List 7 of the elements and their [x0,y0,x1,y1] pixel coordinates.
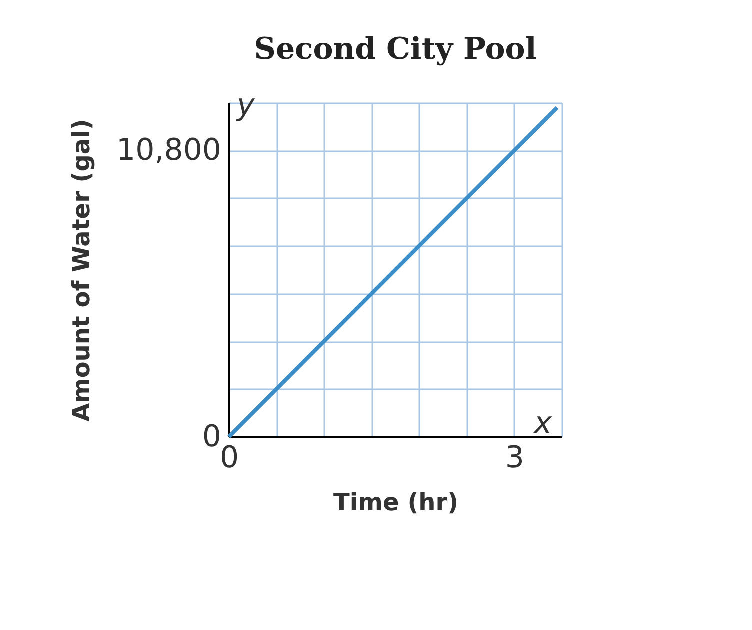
x-tick-label: 3 [505,440,524,476]
x-axis-title: Time (hr) [333,488,459,516]
annotation: x [533,406,552,441]
annotation: y [236,88,256,123]
chart-title: Second City Pool [254,32,537,67]
y-tick-label: 10,800 [116,133,222,168]
y-axis-title: Amount of Water (gal) [68,119,96,422]
